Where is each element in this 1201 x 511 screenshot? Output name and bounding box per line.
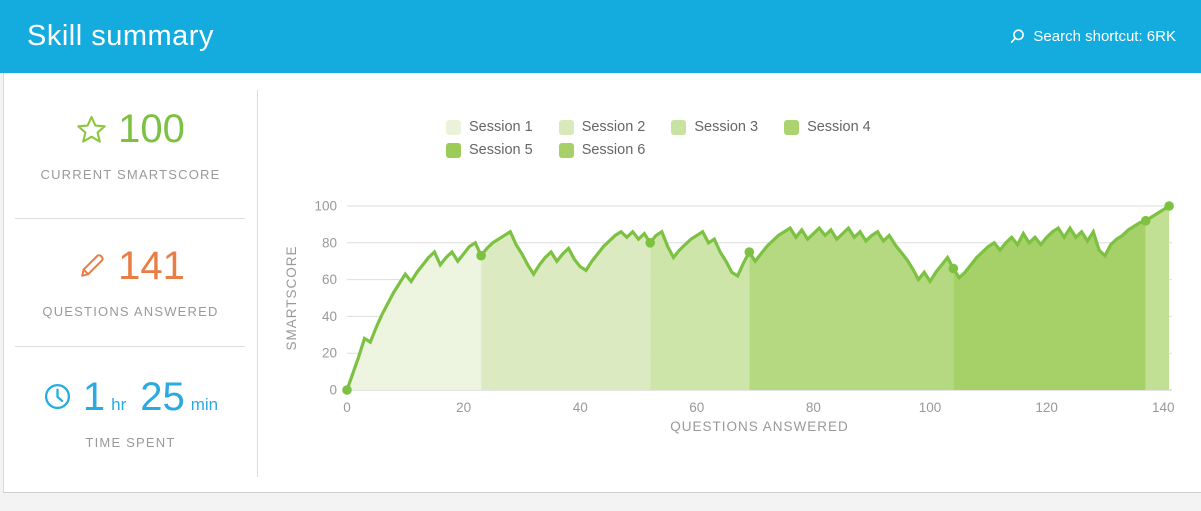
y-axis-label: SMARTSCORE <box>284 245 299 350</box>
x-tick-40: 40 <box>573 400 588 415</box>
session-end-dot[interactable] <box>1140 215 1151 226</box>
x-tick-80: 80 <box>806 400 821 415</box>
y-tick-80: 80 <box>322 235 337 250</box>
legend-label: Session 4 <box>807 119 871 135</box>
x-tick-0: 0 <box>343 400 351 415</box>
y-tick-0: 0 <box>329 383 337 398</box>
legend-item-session-1: Session 1 <box>446 119 533 135</box>
current-smartscore-stat: 100 CURRENT SMARTSCORE <box>4 73 257 218</box>
y-tick-40: 40 <box>322 309 337 324</box>
session-area-3 <box>650 231 750 390</box>
stat-divider <box>15 218 245 219</box>
search-shortcut-label: Search shortcut: 6RK <box>1033 28 1176 45</box>
stat-divider <box>15 346 245 347</box>
x-tick-100: 100 <box>919 400 942 415</box>
session-area-2 <box>481 231 651 390</box>
legend-item-session-4: Session 4 <box>784 119 871 135</box>
time-hours-unit: hr <box>111 394 127 414</box>
x-tick-120: 120 <box>1035 400 1058 415</box>
smartscore-chart: 0 20 40 60 80 100 0 20 40 60 80 100 120 140 QUESTIONS … <box>284 199 1175 435</box>
legend-swatch <box>558 119 574 135</box>
time-minutes-unit: min <box>190 394 219 414</box>
legend-label: Session 5 <box>469 142 533 158</box>
legend-item-session-2: Session 2 <box>558 119 646 135</box>
session-area-4 <box>749 228 954 390</box>
session-end-dot[interactable] <box>476 250 486 261</box>
y-tick-100: 100 <box>314 199 337 214</box>
legend-item-session-3: Session 3 <box>671 119 758 135</box>
session-area-6 <box>1145 206 1170 390</box>
x-tick-140: 140 <box>1152 400 1175 415</box>
star-icon <box>76 114 107 145</box>
pencil-icon <box>76 251 107 282</box>
questions-value: 141 <box>118 244 185 288</box>
legend-swatch <box>446 119 461 135</box>
sidebar-divider <box>257 90 258 477</box>
legend-label: Session 2 <box>581 119 646 135</box>
page-title: Skill summary <box>27 20 214 52</box>
stats-sidebar: 100 CURRENT SMARTSCORE 141 <box>4 73 257 477</box>
search-shortcut[interactable]: Search shortcut: 6RK <box>1009 28 1176 45</box>
session-end-dot[interactable] <box>1164 201 1174 211</box>
legend-label: Session 6 <box>581 142 646 158</box>
questions-answered-stat: 141 QUESTIONS ANSWERED <box>4 219 257 346</box>
legend-label: Session 3 <box>694 119 759 135</box>
time-label: TIME SPENT <box>85 434 176 450</box>
legend-swatch <box>671 119 687 135</box>
session-area-5 <box>953 220 1146 390</box>
questions-label: QUESTIONS ANSWERED <box>42 304 219 319</box>
legend-item-session-5: Session 5 <box>446 142 533 158</box>
session-end-dot[interactable] <box>342 385 352 395</box>
session-end-dot[interactable] <box>744 247 755 257</box>
session-area-1 <box>347 242 482 390</box>
legend-item-session-6: Session 6 <box>558 142 646 158</box>
smartscore-value: 100 <box>118 107 185 151</box>
time-minutes-value: 25 <box>140 374 185 419</box>
x-axis-label: QUESTIONS ANSWERED <box>670 419 849 434</box>
legend-swatch <box>558 142 574 158</box>
time-hours-value: 1 <box>82 374 106 419</box>
time-spent-stat: 1 hr 25 min TIME SPENT <box>4 347 257 479</box>
clock-icon <box>43 382 72 411</box>
x-tick-20: 20 <box>456 400 471 415</box>
legend-swatch <box>446 142 461 158</box>
legend-label: Session 1 <box>469 119 533 135</box>
chart-legend: Session 1 Session 2 Session 3 Session 4 Sess… <box>446 119 976 158</box>
y-tick-20: 20 <box>322 346 337 361</box>
smartscore-label: CURRENT SMARTSCORE <box>40 167 221 182</box>
y-tick-60: 60 <box>322 272 337 287</box>
legend-swatch <box>784 119 800 135</box>
search-icon <box>1009 28 1026 45</box>
header: Skill summary Search shortcut: 6RK <box>0 0 1201 73</box>
session-end-dot[interactable] <box>948 263 959 274</box>
x-tick-60: 60 <box>689 400 704 415</box>
session-end-dot[interactable] <box>645 238 655 248</box>
